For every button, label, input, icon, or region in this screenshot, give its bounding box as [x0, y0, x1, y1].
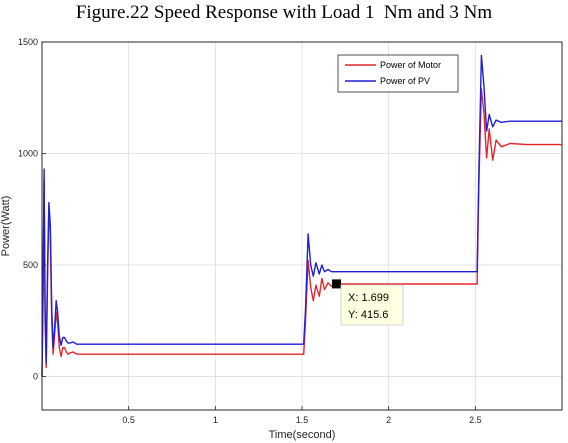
x-tick-label: 1	[213, 415, 218, 425]
datatip-y-text: Y: 415.6	[348, 309, 388, 321]
grid	[42, 41, 562, 410]
legend[interactable]: Power of Motor Power of PV	[337, 54, 459, 93]
datatip-box	[340, 284, 404, 326]
y-axis-label: Power(Watt)	[0, 196, 12, 257]
x-tick-label: 0.5	[122, 415, 135, 425]
datatip-x-text: X: 1.699	[348, 292, 389, 304]
datatip[interactable]: X: 1.699 Y: 415.6	[332, 279, 404, 326]
series-layer	[41, 54, 562, 377]
x-tick-label: 1.5	[296, 415, 309, 425]
ticks: 0.5 1 1.5 2 2.5 0 500 1000 1500	[18, 37, 482, 425]
legend-label-motor: Power of Motor	[380, 60, 441, 70]
y-tick-label: 500	[23, 260, 38, 270]
datatip-marker[interactable]	[332, 279, 341, 289]
series-line-power-of-pv	[41, 54, 562, 377]
figure-caption: Figure.22 Speed Response with Load 1 Nm …	[75, 2, 493, 23]
y-tick-label: 1000	[18, 149, 38, 159]
y-tick-label: 1500	[18, 37, 38, 47]
x-tick-label: 2	[386, 415, 391, 425]
x-axis-label: Time(second)	[269, 429, 336, 441]
legend-box	[337, 54, 459, 93]
x-tick-label: 2.5	[469, 415, 482, 425]
legend-label-pv: Power of PV	[380, 76, 430, 86]
y-tick-label: 0	[33, 372, 38, 382]
